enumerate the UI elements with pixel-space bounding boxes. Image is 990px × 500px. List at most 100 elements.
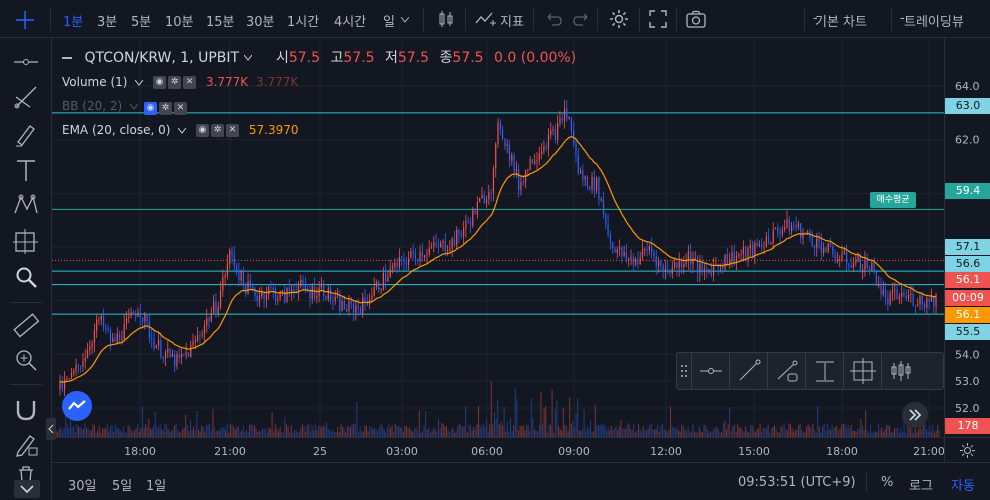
drag-handle-icon[interactable]: [680, 363, 688, 379]
basic-chart-button[interactable]: 기본 차트: [815, 15, 867, 30]
chevron-down-icon[interactable]: [401, 17, 409, 23]
candle-body: [584, 176, 586, 180]
symbol-title[interactable]: QTCON/KRW, 1, UPBIT: [84, 50, 240, 66]
interval-10m[interactable]: 10분: [165, 15, 194, 30]
volume-bar: [678, 430, 679, 437]
avg-buy-price-label[interactable]: 매수평균: [870, 192, 916, 208]
range-1d[interactable]: 1일: [146, 479, 167, 494]
interval-3m[interactable]: 3분: [97, 15, 118, 30]
volume-bar: [615, 426, 617, 437]
auto-toggle[interactable]: 자동: [951, 479, 975, 494]
interval-4h[interactable]: 4시간: [334, 15, 367, 30]
interval-15m[interactable]: 15분: [206, 15, 235, 30]
volume-bar: [87, 428, 89, 437]
time-tick-label: 21:00: [214, 445, 246, 458]
scroll-left-handle[interactable]: [46, 418, 56, 440]
candle-style-icon[interactable]: [436, 9, 456, 29]
chevron-down-icon[interactable]: [129, 103, 139, 110]
indicators-button[interactable]: 지표: [500, 15, 524, 30]
percent-toggle[interactable]: %: [881, 475, 894, 490]
volume-bar: [820, 432, 822, 437]
open-value: 57.5: [288, 50, 321, 66]
time-scale[interactable]: 18:00 21:00 25 03:00 06:00 09:00 12:00 15:00 18:…: [52, 437, 944, 462]
horizontal-line-tool-icon[interactable]: [12, 48, 40, 76]
crosshair-icon[interactable]: [14, 9, 36, 31]
search-icon[interactable]: [12, 263, 40, 291]
volume-bar: [546, 432, 548, 437]
price-chart[interactable]: [52, 38, 944, 437]
candles-button[interactable]: [881, 353, 919, 389]
candle-body: [804, 232, 806, 234]
interval-1h[interactable]: 1시간: [287, 15, 320, 30]
pattern-tool-icon[interactable]: [12, 191, 40, 219]
trend-line-tool-icon[interactable]: [12, 83, 40, 111]
candle-body: [158, 340, 160, 346]
magnet-icon[interactable]: [12, 395, 40, 423]
chevron-down-icon[interactable]: [243, 54, 252, 61]
range-30d[interactable]: 30일: [68, 479, 97, 494]
candle-body: [761, 244, 763, 247]
close-icon[interactable]: ✕: [174, 102, 187, 115]
visibility-icon[interactable]: ◉: [196, 124, 210, 137]
clock[interactable]: 09:53:51 (UTC+9): [738, 475, 856, 490]
lock-pencil-icon[interactable]: [12, 430, 40, 458]
volume-label[interactable]: Volume (1): [62, 75, 128, 89]
chevron-down-icon[interactable]: [177, 127, 187, 134]
interval-5m[interactable]: 5분: [131, 15, 152, 30]
brush-tool-icon[interactable]: [12, 120, 40, 148]
collapse-toolbar-icon[interactable]: [14, 480, 40, 498]
gear-icon[interactable]: ✲: [211, 124, 225, 137]
gear-icon[interactable]: ✲: [168, 76, 182, 89]
bb-label[interactable]: BB (20, 2): [62, 99, 123, 113]
measure-grid-tool-icon[interactable]: [12, 227, 40, 255]
fullscreen-icon[interactable]: [649, 10, 667, 28]
ruler-icon[interactable]: [12, 311, 40, 339]
candle-body: [901, 292, 903, 297]
volume-bar: [345, 432, 347, 437]
ema-label[interactable]: EMA (20, close, 0): [62, 123, 171, 137]
gear-icon[interactable]: ✲: [159, 102, 172, 115]
redo-icon[interactable]: [573, 11, 591, 27]
volume-bar: [866, 430, 868, 437]
scroll-to-latest-button[interactable]: [902, 402, 928, 428]
volume-bar: [129, 425, 131, 437]
volume-bar: [756, 429, 758, 437]
ray-line-button[interactable]: [767, 353, 805, 389]
settings-gear-icon[interactable]: [608, 8, 630, 30]
volume-bar: [426, 429, 428, 437]
close-icon[interactable]: ✕: [183, 76, 197, 89]
scale-settings[interactable]: [944, 437, 990, 462]
volume-bar: [305, 431, 307, 437]
hidden-eye-icon[interactable]: ◉: [144, 102, 157, 115]
chevron-down-icon[interactable]: [134, 79, 144, 86]
tradingview-logo-icon[interactable]: [62, 391, 92, 421]
interval-30m[interactable]: 30분: [246, 15, 275, 30]
candle-body: [293, 289, 295, 292]
zoom-in-icon[interactable]: [12, 346, 40, 374]
undo-icon[interactable]: [544, 11, 562, 27]
visibility-icon[interactable]: ◉: [153, 76, 167, 89]
log-toggle[interactable]: 로그: [909, 479, 933, 494]
volume-bar: [415, 426, 417, 437]
sun-settings-icon[interactable]: [960, 443, 975, 458]
text-tool-icon[interactable]: [12, 156, 40, 184]
tradingview-button[interactable]: 트레이딩뷰: [904, 15, 964, 30]
camera-icon[interactable]: [685, 9, 707, 29]
candle-body: [754, 242, 756, 256]
close-icon[interactable]: ✕: [226, 124, 240, 137]
candle-body: [174, 354, 176, 367]
collapse-legend-icon[interactable]: [62, 57, 72, 59]
interval-1m[interactable]: 1분: [63, 15, 84, 30]
trend-line-button[interactable]: [729, 353, 767, 389]
candle-body: [690, 251, 692, 265]
range-5d[interactable]: 5일: [112, 479, 133, 494]
horizontal-ray-button[interactable]: [691, 353, 729, 389]
price-range-button[interactable]: [805, 353, 843, 389]
volume-bar: [762, 427, 764, 437]
price-scale[interactable]: 64.062.060.058.054.053.052.0 63.059.457.…: [944, 38, 990, 437]
interval-day[interactable]: 일: [383, 15, 395, 30]
bb-legend: BB (20, 2): [62, 99, 142, 113]
measure-button[interactable]: [843, 353, 881, 389]
chart-pane[interactable]: QTCON/KRW, 1, UPBIT 시57.5 고57.5 저57.5 종5…: [46, 38, 944, 440]
indicators-icon[interactable]: [474, 9, 496, 29]
